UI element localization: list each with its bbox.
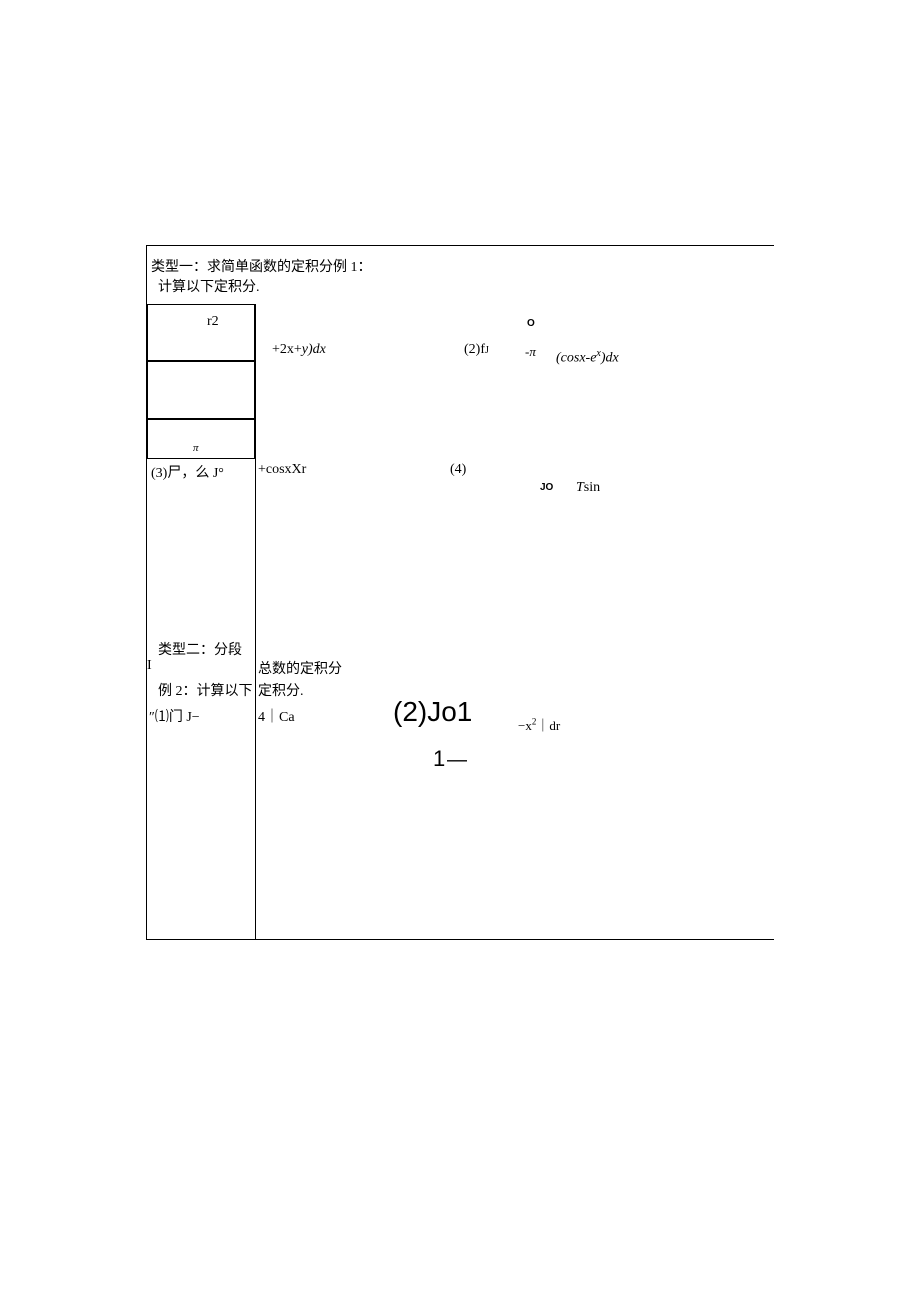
section-2-l1c: 总数的定积分 — [258, 658, 342, 678]
p2-minus-pi: -π — [525, 344, 536, 360]
p4-label: (4) — [450, 462, 466, 478]
ex2-p2-tail2: ｜dr — [536, 718, 560, 733]
p2-O: O — [527, 318, 535, 329]
section-2-l2a: 例 2：计算以下 — [151, 680, 253, 700]
ex2-p2-tail: −x2｜dr — [505, 699, 560, 750]
p4-tsin: Tsin — [562, 464, 600, 512]
ex2-p2-lead: (2)Jo1 — [393, 696, 472, 728]
p2-lead: (2)f — [464, 342, 485, 357]
content-frame: 类型一：求简单函数的定积分例 1： 计算以下定积分. r2 +2x+y)dx (… — [146, 245, 774, 940]
ex2-dash: — — [447, 749, 467, 772]
p4-T: T — [576, 480, 584, 495]
ex2-p1a: ″⑴门 J− — [149, 706, 200, 726]
table-cell-2 — [147, 361, 255, 419]
p3-left: (3)尸，么 J° — [151, 462, 224, 482]
vertical-divider — [255, 304, 256, 940]
p2-cos: (cosx-e — [556, 351, 596, 366]
section-2-l2b: 定积分. — [258, 680, 304, 700]
p2-cosx: (cosx-ex)dx — [542, 332, 619, 383]
section-1-heading: 类型一：求简单函数的定积分例 1： — [151, 256, 372, 276]
ex2-p1b: 4｜Ca — [258, 706, 295, 726]
table-cell-1 — [147, 304, 255, 361]
p4-sin: sin — [584, 480, 600, 495]
ex2-p2-sup: −x — [518, 718, 532, 733]
p4-jo: JO — [540, 482, 553, 493]
p2-j: J — [485, 345, 489, 356]
p1-mid: +2x+y)dx — [258, 326, 326, 374]
p2-tail: )dx — [601, 351, 619, 366]
p1-r2: r2 — [207, 314, 219, 330]
table-cell-3 — [147, 419, 255, 459]
ex2-one: 1 — [433, 746, 445, 772]
p2-label: (2)fJ — [450, 326, 489, 374]
section-2-l1b: I — [147, 658, 152, 674]
section-1-sub: 计算以下定积分. — [151, 276, 260, 296]
p3-right: +cosxXr — [258, 462, 306, 478]
section-2-l1a: 类型二：分段 — [151, 639, 242, 659]
p1-2x: +2x+ — [272, 342, 302, 357]
p1-ydx: y)dx — [302, 342, 326, 357]
p3-pi: π — [193, 442, 199, 454]
